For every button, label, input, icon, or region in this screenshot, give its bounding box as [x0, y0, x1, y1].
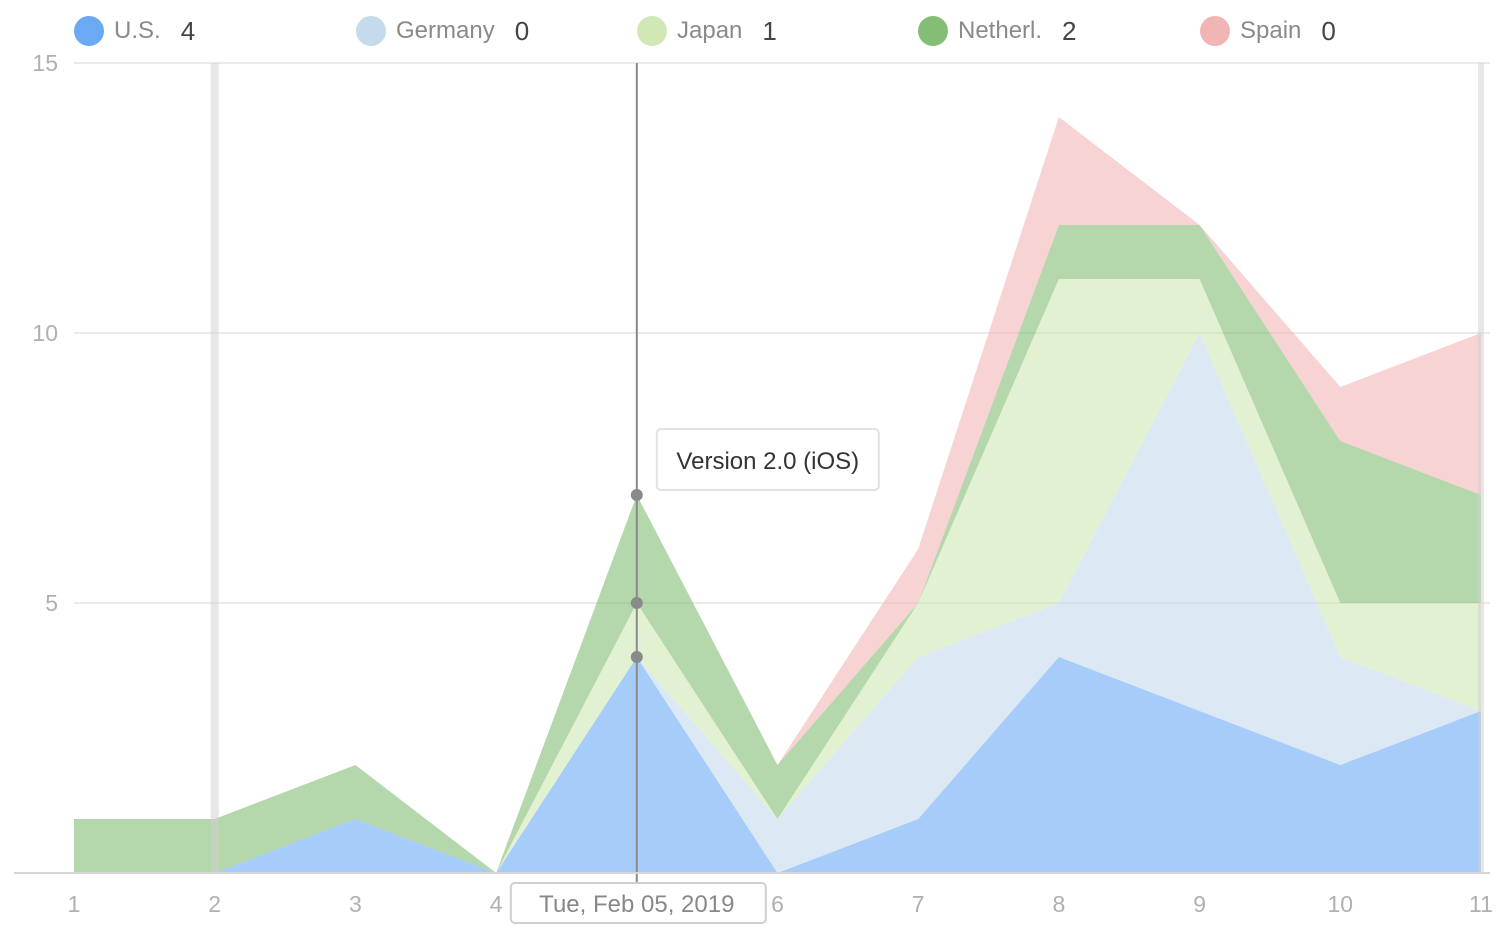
x-tick-label-9: 9 — [1193, 891, 1206, 917]
area-series-us — [74, 657, 1481, 873]
x-tick-label-4: 4 — [490, 891, 503, 917]
x-tick-label-2: 2 — [208, 891, 221, 917]
legend-value-japan: 1 — [762, 15, 777, 46]
chart-legend: U.S. 4 Germany 0 Japan 1 Netherl. 2 Spai… — [0, 10, 1498, 52]
legend-item-spain[interactable]: Spain 0 — [1200, 10, 1336, 52]
hover-point-4 — [630, 651, 643, 663]
legend-value-us: 4 — [180, 15, 196, 46]
legend-swatch-netherlands — [918, 16, 948, 46]
legend-label-spain: Spain — [1240, 17, 1302, 44]
y-tick-label-10: 10 — [32, 320, 58, 346]
x-tick-label-6: 6 — [771, 891, 784, 917]
legend-swatch-us — [74, 16, 104, 46]
x-tick-label-8: 8 — [1053, 891, 1066, 917]
legend-label-us: U.S. — [114, 17, 161, 44]
legend-swatch-germany — [356, 16, 386, 46]
y-tick-label-5: 5 — [45, 590, 58, 616]
legend-label-japan: Japan — [677, 17, 743, 44]
hover-point-5 — [630, 597, 643, 609]
marker-line-x2 — [210, 63, 219, 873]
legend-value-spain: 0 — [1321, 15, 1336, 46]
hover-point-7 — [630, 489, 643, 501]
legend-label-netherlands: Netherl. — [958, 17, 1043, 44]
marker-line-right — [1478, 63, 1484, 873]
hover-date-box — [509, 882, 767, 924]
legend-value-germany: 0 — [514, 15, 530, 46]
legend-item-japan[interactable]: Japan 1 — [637, 10, 777, 52]
area-series-japan — [74, 279, 1481, 873]
hover-date-label: Tue, Feb 05, 2019 — [539, 891, 734, 918]
x-tick-label-7: 7 — [912, 891, 925, 917]
legend-item-netherlands[interactable]: Netherl. 2 — [918, 10, 1077, 52]
annotation-label: Version 2.0 (iOS) — [676, 448, 859, 475]
legend-item-us[interactable]: U.S. 4 — [74, 10, 195, 52]
y-tick-label-15: 15 — [32, 50, 58, 76]
legend-label-germany: Germany — [396, 17, 495, 44]
annotation-box — [655, 428, 880, 491]
x-tick-label-1: 1 — [68, 891, 81, 917]
x-tick-label-3: 3 — [349, 891, 362, 917]
legend-swatch-japan — [637, 16, 667, 46]
x-tick-label-11: 11 — [1469, 891, 1493, 917]
legend-item-germany[interactable]: Germany 0 — [356, 10, 529, 52]
legend-swatch-spain — [1200, 16, 1230, 46]
legend-value-netherlands: 2 — [1062, 15, 1077, 46]
x-tick-label-10: 10 — [1328, 891, 1354, 917]
